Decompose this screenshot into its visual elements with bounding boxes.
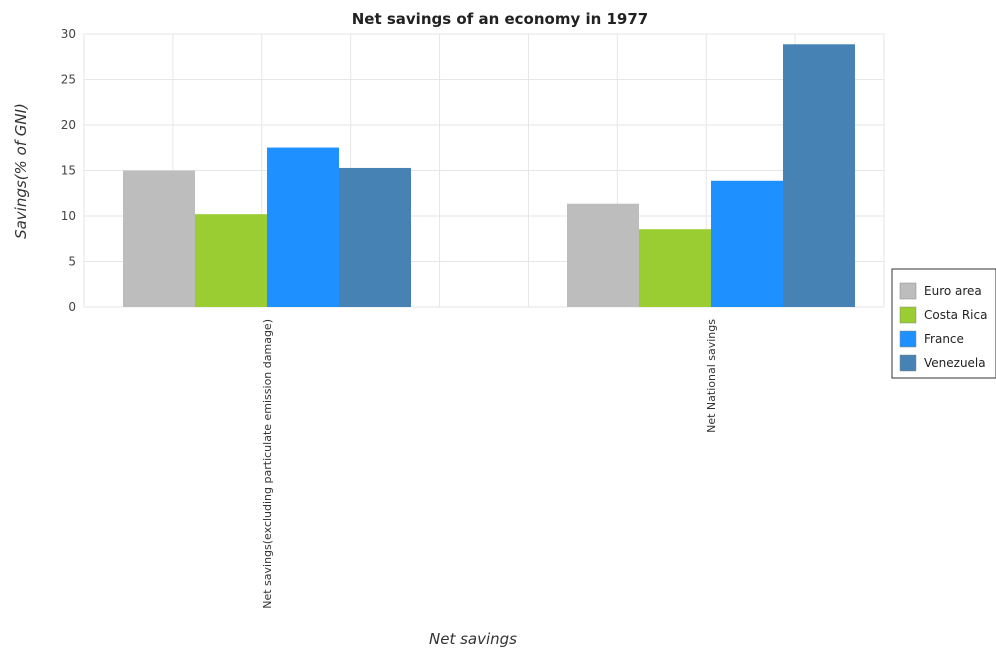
legend-entry: Venezuela — [924, 356, 986, 370]
x-category-label: Net savings(excluding particulate emissi… — [261, 319, 274, 609]
legend-swatch — [899, 354, 917, 372]
legend-swatch — [899, 306, 917, 324]
bar-euro-area-0 — [123, 170, 195, 307]
legend-entry: France — [924, 332, 964, 346]
x-axis-label: Net savings — [429, 630, 517, 648]
y-axis-ticks: 0 5 10 15 20 25 30 — [61, 27, 76, 314]
chart-title: Net savings of an economy in 1977 — [352, 10, 649, 28]
bars — [123, 44, 855, 308]
y-tick-label: 30 — [61, 27, 76, 41]
legend: Euro area Costa Rica France Venezuela — [891, 268, 996, 379]
bar-venezuela-0 — [339, 167, 411, 307]
y-tick-label: 0 — [68, 300, 76, 314]
bar-costa-rica-0 — [195, 214, 267, 307]
y-tick-label: 10 — [61, 209, 76, 223]
legend-entry: Costa Rica — [924, 308, 987, 322]
y-tick-label: 5 — [68, 255, 76, 269]
legend-swatch — [899, 330, 917, 348]
legend-entry: Euro area — [924, 284, 982, 298]
y-axis-label: Savings(% of GNI) — [12, 103, 30, 239]
bar-costa-rica-1 — [639, 229, 711, 307]
bar-euro-area-1 — [567, 203, 639, 307]
x-axis-categories: Net savings(excluding particulate emissi… — [261, 319, 718, 609]
y-tick-label: 15 — [61, 164, 76, 178]
x-category-label: Net National savings — [705, 319, 718, 433]
bar-france-0 — [267, 147, 339, 307]
bar-france-1 — [711, 180, 783, 307]
legend-swatch — [899, 282, 917, 300]
bar-venezuela-1 — [783, 44, 855, 308]
y-tick-label: 25 — [61, 73, 76, 87]
y-tick-label: 20 — [61, 118, 76, 132]
